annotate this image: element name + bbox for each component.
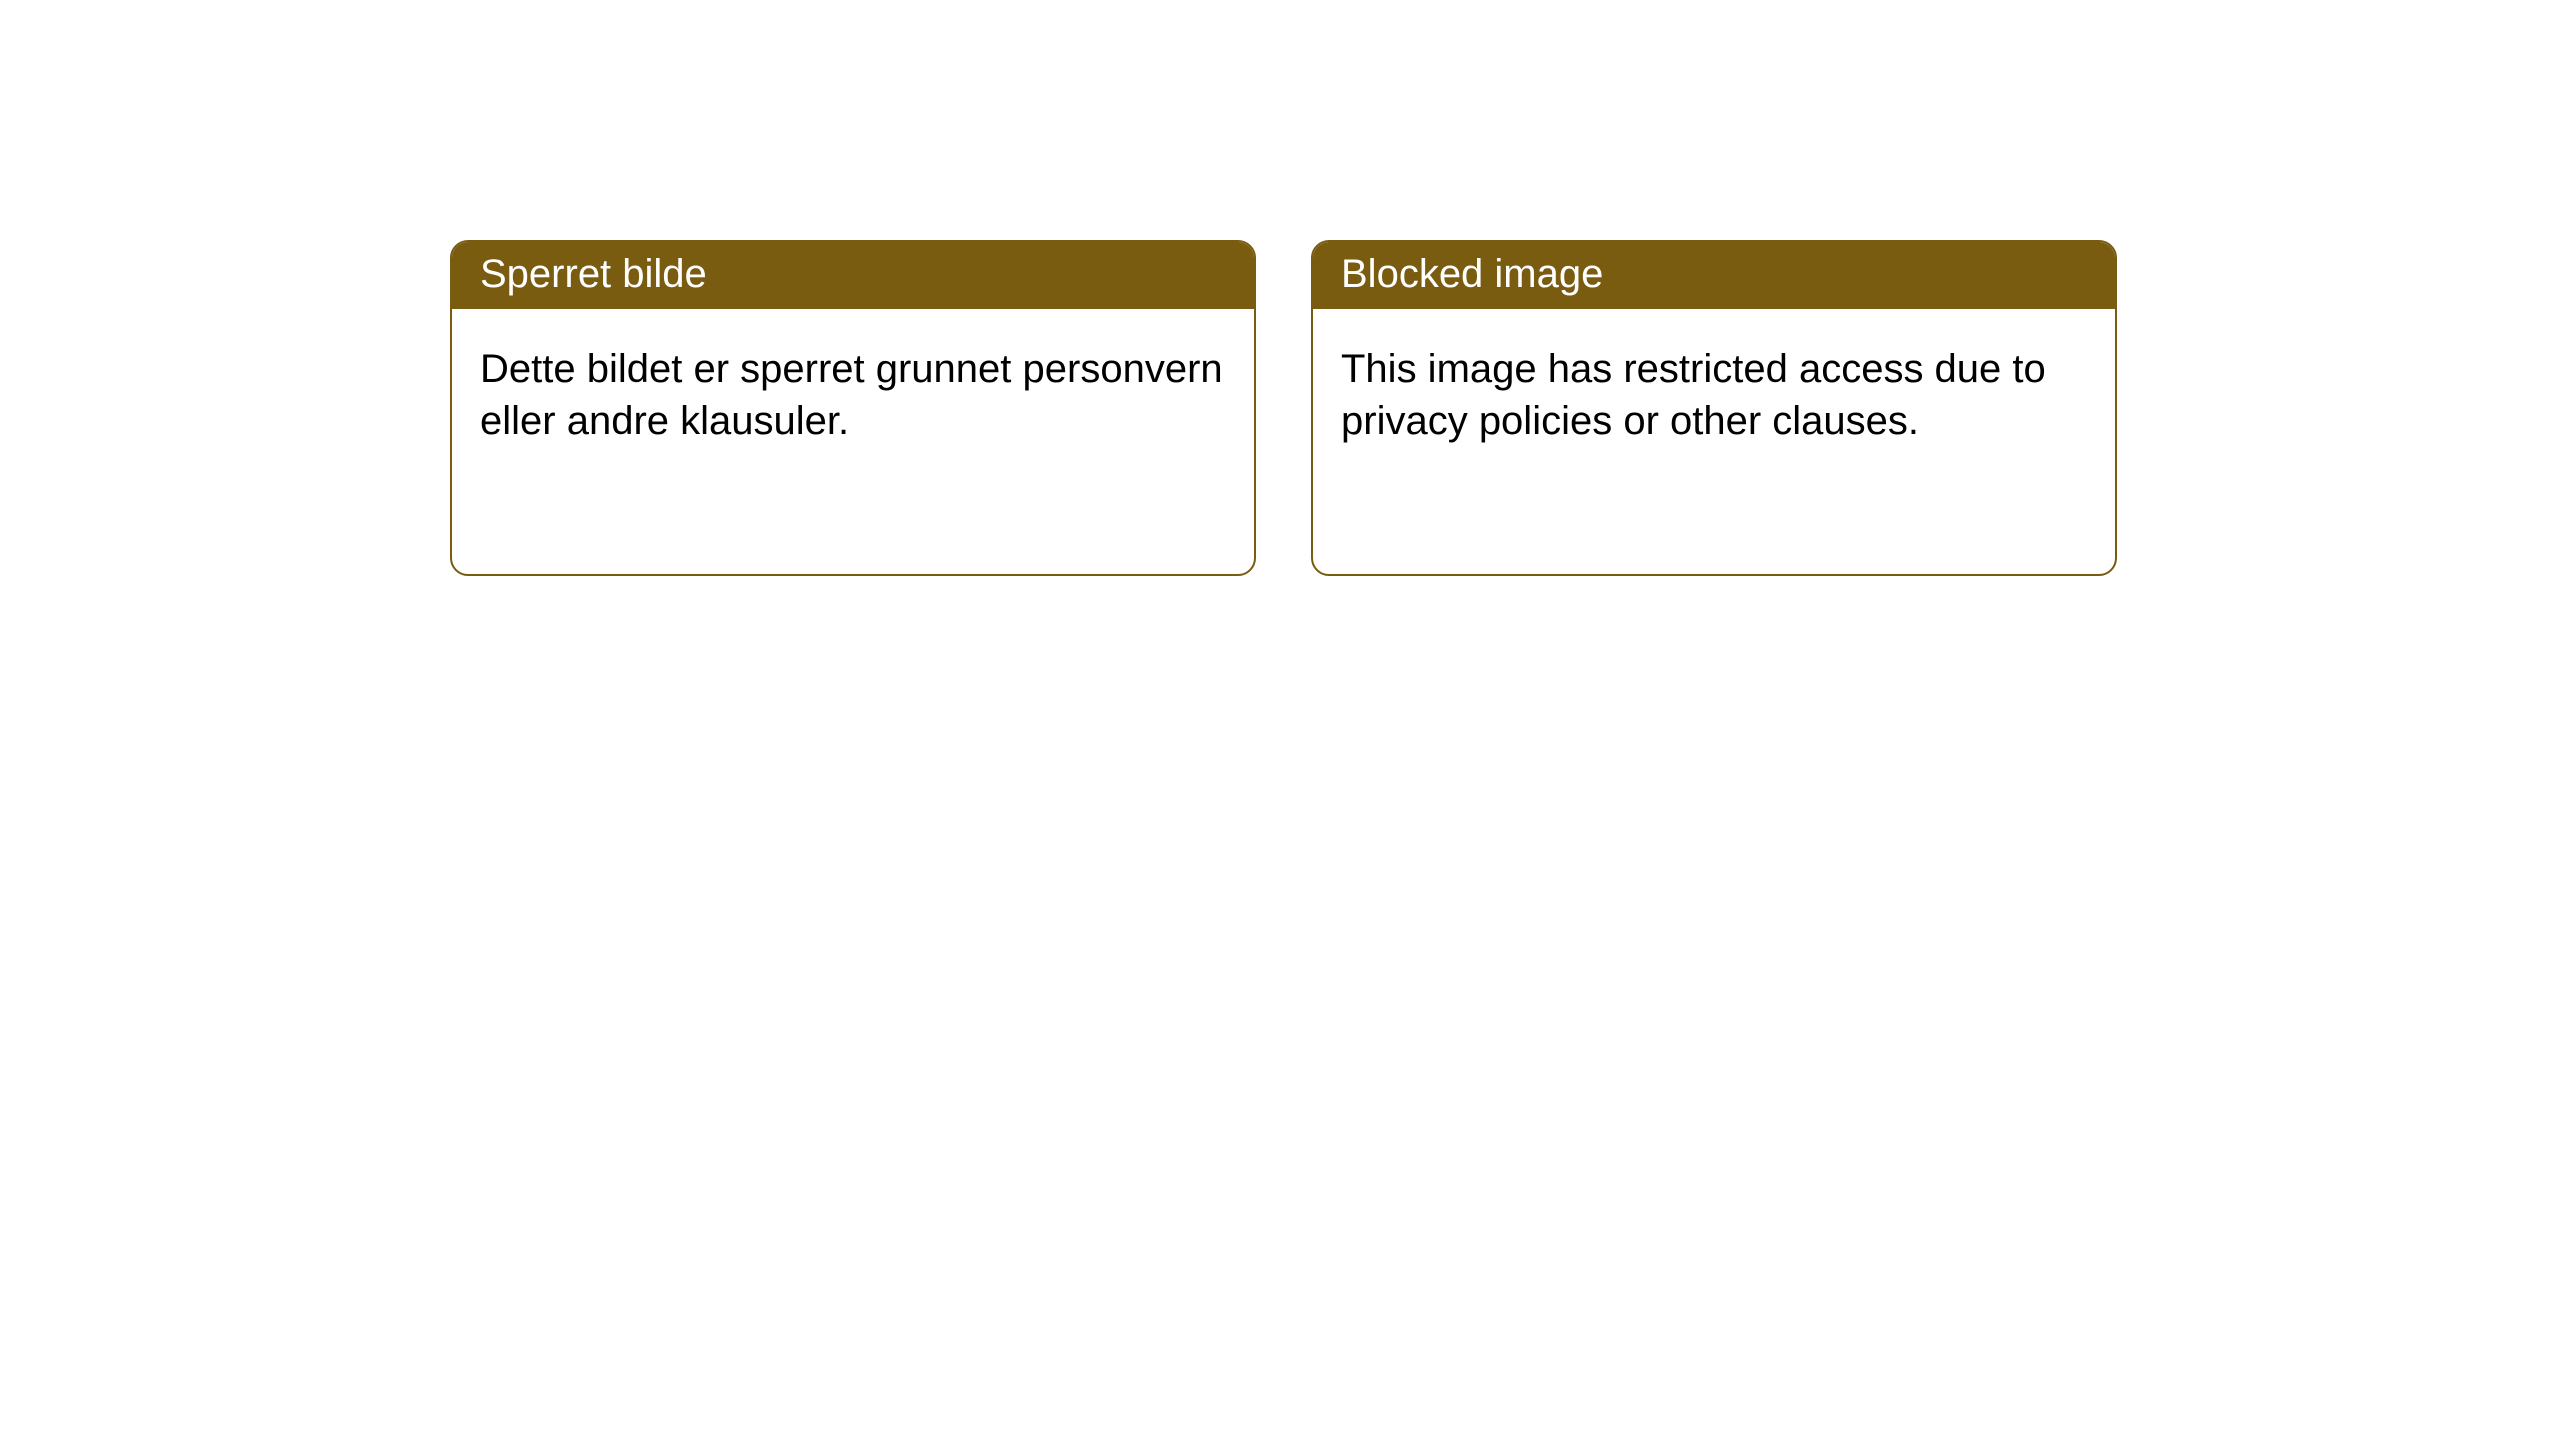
notice-box-norwegian: Sperret bilde Dette bildet er sperret gr… (450, 240, 1256, 576)
notice-box-english: Blocked image This image has restricted … (1311, 240, 2117, 576)
notice-body-norwegian: Dette bildet er sperret grunnet personve… (452, 309, 1254, 481)
notice-body-english: This image has restricted access due to … (1313, 309, 2115, 481)
notice-title-english: Blocked image (1313, 242, 2115, 309)
notice-title-norwegian: Sperret bilde (452, 242, 1254, 309)
notice-container: Sperret bilde Dette bildet er sperret gr… (450, 240, 2117, 576)
